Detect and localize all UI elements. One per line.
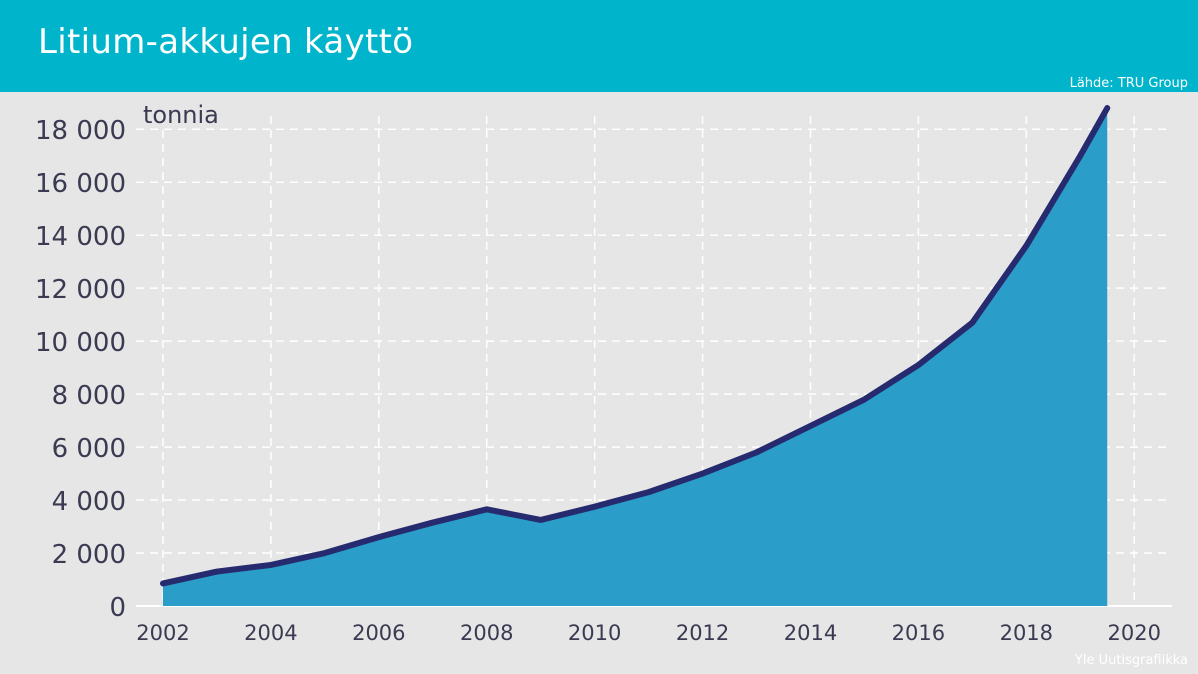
y-tick-label: 4 000 (52, 487, 126, 517)
x-tick-label: 2006 (352, 621, 405, 645)
y-axis-unit-label: tonnia (143, 101, 219, 129)
x-tick-label: 2004 (244, 621, 297, 645)
credit-label: Yle Uutisgrafiikka (1074, 653, 1188, 668)
y-tick-label: 10 000 (35, 328, 126, 358)
y-tick-label: 12 000 (35, 275, 126, 305)
x-tick-label: 2002 (136, 621, 189, 645)
data-point (322, 551, 327, 556)
data-point (700, 471, 705, 476)
data-point (808, 423, 813, 428)
data-point (484, 507, 489, 512)
header-bar: Litium-akkujen käyttö Lähde: TRU Group (0, 0, 1198, 92)
data-point (430, 520, 435, 525)
data-point (916, 362, 921, 367)
data-point (1024, 243, 1029, 248)
data-point (646, 490, 651, 495)
data-point (160, 581, 165, 586)
y-tick-label: 2 000 (52, 540, 126, 570)
x-tick-label: 2018 (1000, 621, 1053, 645)
data-point (268, 562, 273, 567)
data-point (862, 397, 867, 402)
chart-title: Litium-akkujen käyttö (38, 22, 414, 62)
data-point (376, 535, 381, 540)
x-tick-label: 2010 (568, 621, 621, 645)
y-tick-label: 18 000 (35, 116, 126, 146)
x-tick-label: 2016 (892, 621, 945, 645)
y-tick-label: 6 000 (52, 434, 126, 464)
x-tick-label: 2008 (460, 621, 513, 645)
data-point (538, 517, 543, 522)
y-tick-label: 8 000 (52, 381, 126, 411)
data-point (1105, 106, 1110, 111)
y-tick-label: 16 000 (35, 169, 126, 199)
area-fill (162, 108, 1108, 607)
source-label: Lähde: TRU Group (1069, 76, 1188, 91)
axis-ticks: 0 2 000 4 000 6 000 8 000 10 000 12 000 14 000 1… (35, 106, 1161, 645)
x-tick-label: 2020 (1108, 621, 1161, 645)
data-point (214, 569, 219, 574)
data-point (754, 450, 759, 455)
y-tick-label: 0 (109, 593, 126, 623)
x-tick-label: 2012 (676, 621, 729, 645)
data-point (1078, 153, 1083, 158)
data-point (592, 504, 597, 509)
data-point (970, 320, 975, 325)
y-tick-label: 14 000 (35, 222, 126, 252)
x-tick-label: 2014 (784, 621, 837, 645)
